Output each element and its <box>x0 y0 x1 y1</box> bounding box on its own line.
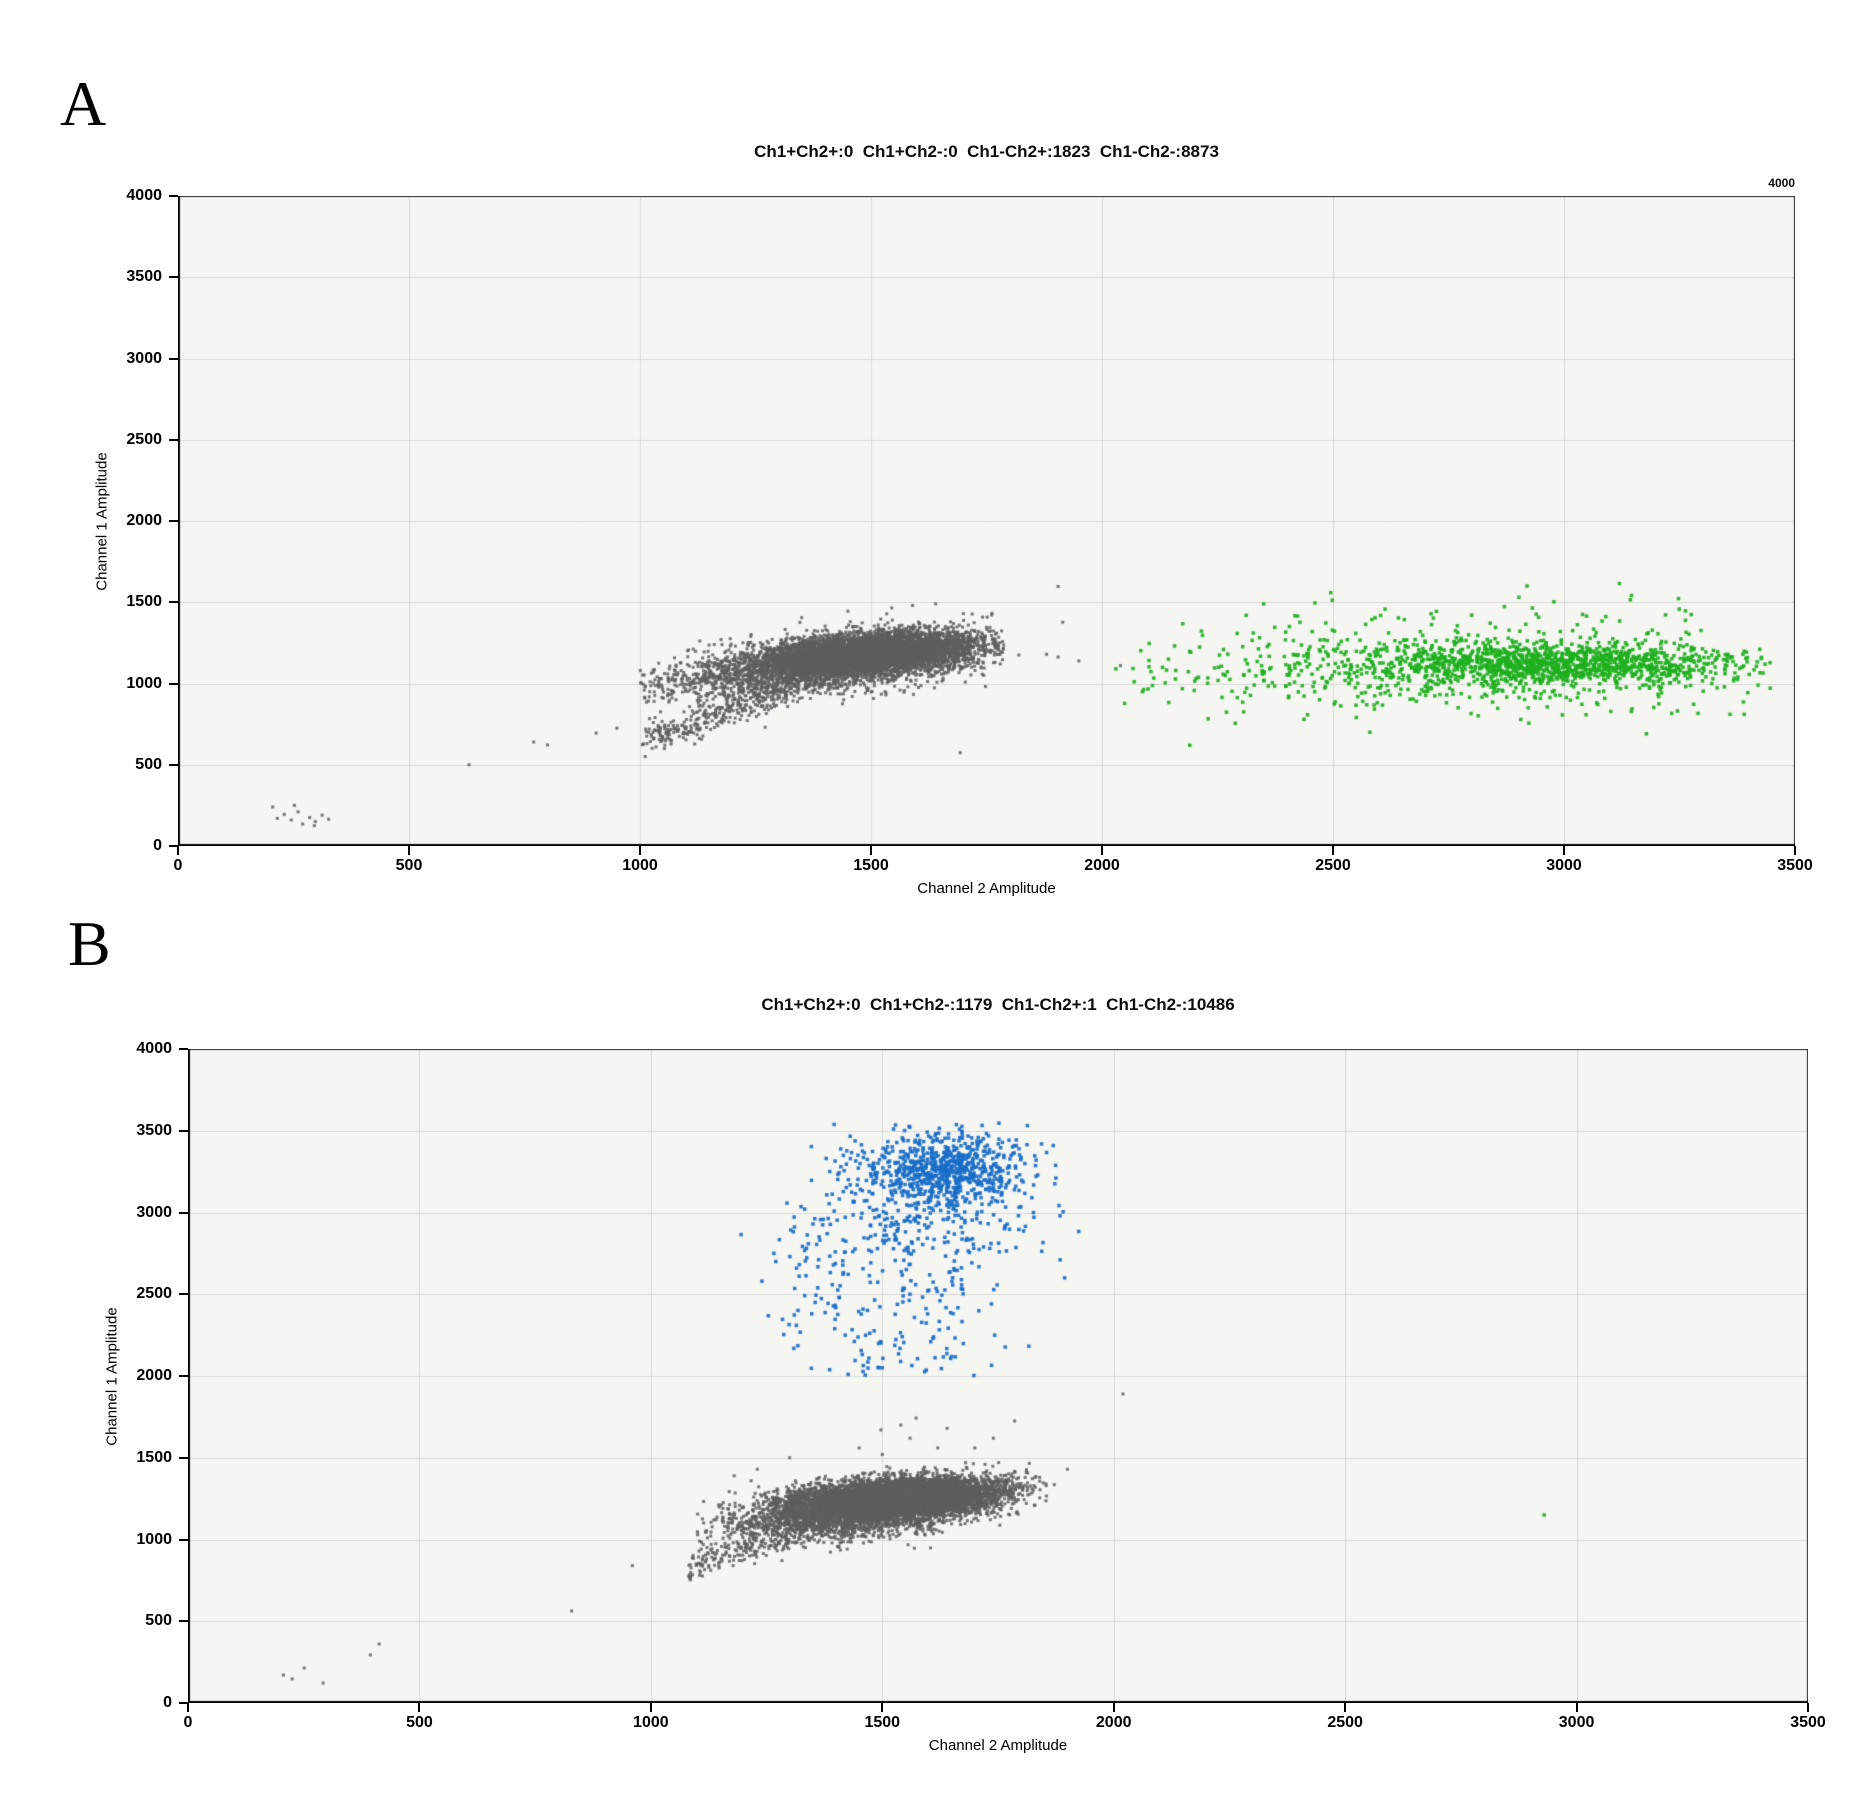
y-tick-mark <box>169 601 178 604</box>
y-tick-label: 1500 <box>126 593 162 611</box>
y-tick-label: 2500 <box>126 430 162 448</box>
x-tick-mark <box>187 1703 189 1712</box>
plot-b-x-axis-title: Channel 2 Amplitude <box>928 1737 1068 1754</box>
plot-a-corner-label: 4000 <box>1768 176 1795 190</box>
x-tick-label: 1500 <box>853 857 889 874</box>
x-tick-mark <box>1563 846 1565 855</box>
plot-b-scatter-canvas <box>188 1049 1808 1703</box>
y-tick-mark <box>179 1702 188 1704</box>
x-tick-label: 2500 <box>1327 1714 1363 1731</box>
x-tick-label: 1500 <box>864 1714 901 1731</box>
plot-b-quadrant-counts-title: Ch1+Ch2+:0 Ch1+Ch2-:1179 Ch1-Ch2+:1 Ch1-… <box>761 995 1235 1014</box>
y-tick-mark <box>169 276 178 279</box>
x-tick-mark <box>1332 846 1334 855</box>
y-tick-mark <box>169 763 178 766</box>
y-tick-mark <box>179 1211 188 1214</box>
y-tick-label: 500 <box>145 1612 172 1630</box>
x-tick-mark <box>177 846 179 855</box>
y-tick-mark <box>169 357 178 360</box>
x-tick-mark <box>1112 1703 1115 1712</box>
x-tick-mark <box>408 846 410 855</box>
y-tick-label: 2000 <box>136 1367 172 1384</box>
y-tick-label: 3500 <box>136 1121 172 1139</box>
x-tick-mark <box>1575 1703 1578 1712</box>
y-tick-mark <box>179 1538 188 1541</box>
x-tick-label: 1000 <box>633 1714 669 1731</box>
y-tick-label: 2000 <box>126 512 162 529</box>
x-tick-label: 3000 <box>1558 1714 1595 1731</box>
y-tick-mark <box>179 1375 188 1377</box>
x-tick-mark <box>649 1703 652 1712</box>
y-tick-mark <box>169 195 178 197</box>
y-tick-label: 3000 <box>136 1203 172 1221</box>
y-tick-label: 2500 <box>136 1285 172 1303</box>
x-tick-label: 500 <box>395 857 423 874</box>
x-tick-mark <box>1807 1703 1809 1712</box>
y-tick-label: 0 <box>163 1694 172 1711</box>
x-tick-mark <box>1101 846 1103 855</box>
y-tick-label: 3000 <box>126 349 162 367</box>
scatter-plot-b: Ch1+Ch2+:0 Ch1+Ch2-:1179 Ch1-Ch2+:1 Ch1-… <box>104 995 1826 1754</box>
y-tick-label: 3500 <box>126 268 162 286</box>
x-tick-label: 3500 <box>1790 1714 1826 1731</box>
x-tick-mark <box>1794 846 1796 855</box>
x-tick-mark <box>418 1703 421 1712</box>
x-tick-label: 3500 <box>1777 857 1813 874</box>
x-tick-label: 2500 <box>1315 857 1351 874</box>
y-tick-mark <box>179 1293 188 1296</box>
scatter-plot-a: Ch1+Ch2+:0 Ch1+Ch2-:0 Ch1-Ch2+:1823 Ch1-… <box>94 142 1813 897</box>
x-tick-label: 500 <box>406 1714 433 1731</box>
y-tick-mark <box>169 682 178 685</box>
y-tick-label: 1500 <box>136 1448 172 1466</box>
x-tick-mark <box>870 846 872 855</box>
y-tick-mark <box>179 1048 188 1050</box>
y-tick-mark <box>169 520 178 522</box>
y-tick-label: 500 <box>135 755 162 773</box>
x-tick-label: 3000 <box>1546 857 1582 874</box>
plot-a-quadrant-counts-title: Ch1+Ch2+:0 Ch1+Ch2-:0 Ch1-Ch2+:1823 Ch1-… <box>754 142 1219 161</box>
x-tick-label: 0 <box>183 1714 193 1731</box>
y-tick-mark <box>169 438 178 441</box>
y-tick-label: 0 <box>153 837 162 854</box>
plot-a-x-axis-title: Channel 2 Amplitude <box>917 880 1056 897</box>
panel-a-label: A <box>60 68 107 139</box>
y-tick-mark <box>179 1456 188 1459</box>
panel-b-label: B <box>68 908 111 979</box>
plot-a-scatter-canvas <box>178 196 1795 846</box>
y-tick-label: 4000 <box>126 187 162 204</box>
x-tick-label: 0 <box>173 857 183 874</box>
y-tick-mark <box>179 1129 188 1132</box>
x-tick-mark <box>639 846 641 855</box>
x-tick-mark <box>1344 1703 1347 1712</box>
y-tick-mark <box>179 1620 188 1623</box>
x-tick-label: 1000 <box>622 857 658 874</box>
x-tick-label: 2000 <box>1084 857 1120 874</box>
x-tick-label: 2000 <box>1095 1714 1132 1731</box>
y-tick-label: 1000 <box>126 674 162 692</box>
x-tick-mark <box>881 1703 884 1712</box>
y-tick-label: 1000 <box>136 1530 172 1548</box>
y-tick-mark <box>169 845 178 847</box>
y-tick-label: 4000 <box>136 1040 172 1057</box>
